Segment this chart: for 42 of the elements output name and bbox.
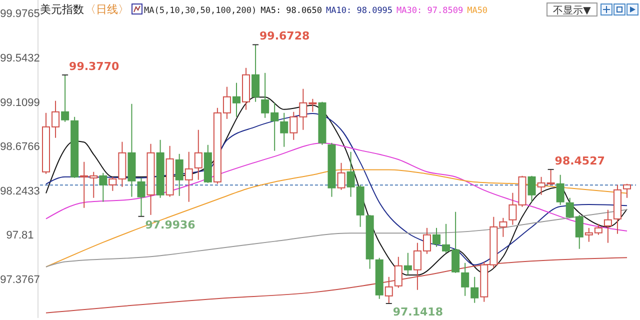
y-tick-label: 97.3767	[0, 274, 40, 286]
text: MA50	[467, 6, 488, 16]
annotation: 97.1418	[392, 306, 443, 318]
candlestick	[280, 112, 288, 148]
annotation: 98.4527	[554, 154, 605, 168]
y-tick-label: 98.2433	[0, 185, 40, 198]
candlestick	[604, 209, 612, 244]
line-series	[46, 142, 628, 232]
candlestick	[61, 74, 70, 122]
annotation: MA(5,10,30,50,100,200)	[144, 6, 257, 16]
candlestick	[337, 162, 346, 190]
candlestick	[404, 252, 412, 276]
text: MA30: 97.8509	[396, 6, 464, 16]
text: MA5: 98.0650	[260, 6, 322, 16]
candlestick	[184, 151, 193, 202]
candlestick	[232, 82, 240, 118]
y-tick-label: 99.5432	[0, 52, 40, 64]
candlestick	[99, 172, 108, 202]
chart-subtitle: 〈日线〉	[85, 3, 129, 16]
candlestick	[556, 174, 564, 206]
y-tick-label: 98.6766	[0, 141, 40, 154]
line-series	[46, 209, 628, 268]
candlestick	[175, 153, 184, 196]
candlestick	[384, 276, 393, 304]
annotation: 97.9936	[145, 218, 196, 232]
chart-title: 美元指数	[40, 3, 84, 16]
candlestick	[461, 262, 470, 296]
candlestick	[252, 44, 260, 102]
y-tick-label: 97.81	[6, 230, 34, 242]
candlestick	[623, 183, 631, 198]
candlestick	[137, 177, 146, 217]
annotation: 99.6728	[260, 30, 310, 43]
annotation: 不显示▼	[553, 6, 592, 16]
candlestick	[432, 227, 441, 248]
text: MA10: 98.0995	[326, 6, 393, 16]
candlestick	[194, 129, 202, 180]
candlestick	[470, 276, 479, 304]
candlestick	[528, 175, 536, 202]
y-tick-label: 99.1099	[0, 96, 40, 109]
line-series	[46, 169, 628, 268]
annotation: 99.3770	[69, 60, 120, 73]
y-tick-label: 99.9765	[0, 8, 40, 20]
